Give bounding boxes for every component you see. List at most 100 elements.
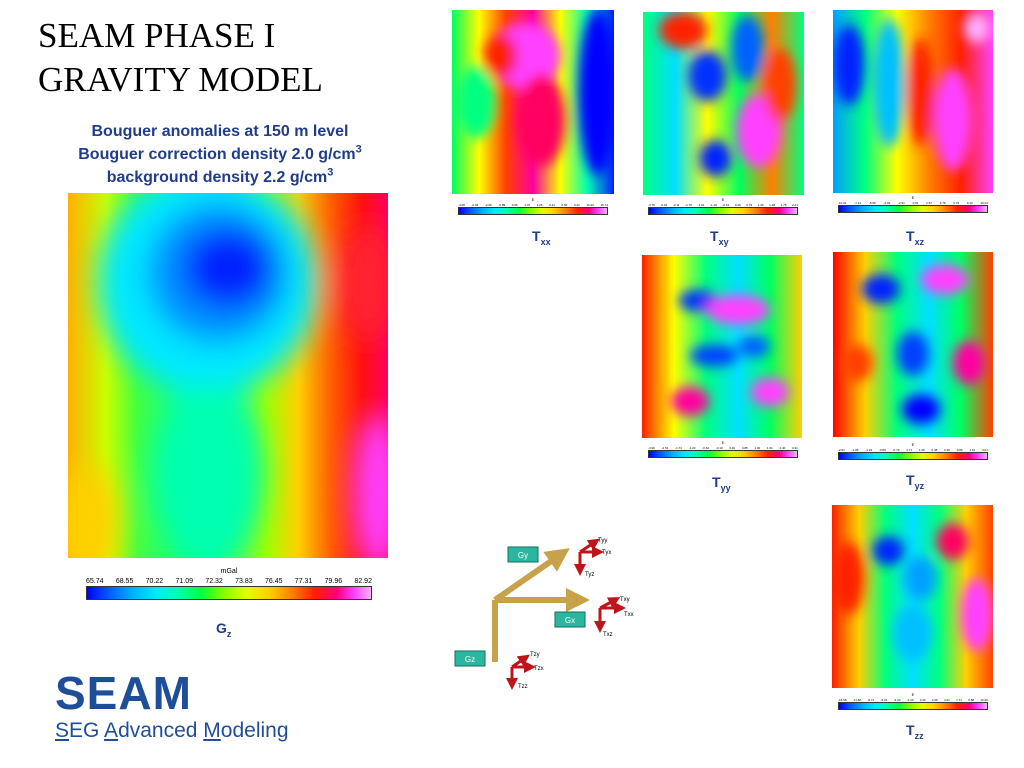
gz-colorbar-tick: 82.92: [354, 578, 372, 585]
tyz-colorbar-tick: 1.61: [969, 448, 976, 452]
txz-colorbar: E -10.01 -7.21 -5.09 -4.09 -2.91 0.81 2.67 4.76 6…: [838, 195, 988, 213]
subtitle-line-2-sup: 3: [355, 143, 362, 156]
tzz-colorbar-tick: -5.21: [880, 698, 888, 702]
gx-box: Gx: [554, 611, 586, 628]
txz-map: [833, 10, 993, 193]
txy-map: [643, 12, 804, 195]
txy-colorbar-tick: -2.11: [672, 203, 680, 207]
tzz-colorbar-tick: 9.88: [968, 698, 975, 702]
txz-colorbar-tick: -4.09: [883, 201, 891, 205]
subtitle: Bouguer anomalies at 150 m level Bouguer…: [30, 120, 410, 189]
txz-colorbar-tick: -2.91: [897, 201, 905, 205]
txz-colorbar-unit: E: [911, 195, 915, 200]
tyx-diagram-label: Tyx: [602, 550, 611, 556]
txx-colorbar-gradient: [458, 207, 608, 215]
tzz-diagram-label: Tzz: [518, 684, 528, 690]
gz-colorbar: mGal 65.74 68.55 70.22 71.09 72.32 73.83 76.45…: [86, 568, 372, 600]
txy-colorbar-unit: E: [721, 197, 725, 202]
tzz-colorbar-tick: 4.21: [944, 698, 950, 702]
txz-colorbar-tick: 9.10: [966, 201, 973, 205]
tyz-label-main: T: [906, 472, 915, 488]
txy-colorbar-gradient: [648, 207, 798, 215]
tzz-colorbar-tick: 7.71: [956, 698, 962, 702]
txx-colorbar-tick: 0.50: [561, 203, 568, 207]
txy-colorbar-ticks: -3.79 -2.61 -2.11 -1.70 -1.01 -1.16 -0.61 0.46 0…: [648, 203, 798, 207]
tyz-colorbar-unit: E: [911, 442, 915, 447]
tyz-colorbar-gradient: [838, 452, 988, 460]
txz-label: Txz: [906, 228, 924, 246]
tyy-colorbar-tick: 3.31: [792, 446, 798, 450]
seam-logo-tagline: SEG Advanced Modeling: [55, 719, 289, 742]
tyy-diagram-label: Tyy: [598, 538, 607, 544]
page-title: SEAM PHASE I GRAVITY MODEL: [38, 14, 323, 102]
gz-colorbar-tick: 72.32: [205, 578, 223, 585]
txx-label-sub: xx: [540, 236, 551, 247]
txz-colorbar-tick: 10.01: [980, 201, 988, 205]
tyy-colorbar-tick: -1.20: [688, 446, 696, 450]
tzz-map: [832, 505, 993, 688]
ty-arrows: [574, 538, 604, 576]
txy-colorbar: E -3.79 -2.61 -2.11 -1.70 -1.01 -1.16 -0.61 0.46…: [648, 197, 798, 215]
subtitle-line-3-sup: 3: [327, 166, 334, 179]
txx-colorbar-tick: -0.89: [498, 203, 506, 207]
txx-colorbar-tick: -2.06: [484, 203, 492, 207]
txy-colorbar-tick: 2.21: [792, 203, 798, 207]
tzz-colorbar-tick: -3.20: [893, 698, 901, 702]
txx-colorbar-tick: -4.08: [458, 203, 465, 207]
seam-logo: SEAM SEG Advanced Modeling: [55, 670, 289, 744]
tyy-colorbar-ticks: -3.90 -2.51 -1.74 -1.20 -0.62 -0.10 0.40 0.85 1.…: [648, 446, 798, 450]
txz-colorbar-tick: -5.09: [868, 201, 876, 205]
gz-label: Gz: [216, 620, 232, 639]
gz-colorbar-tick: 71.09: [175, 578, 194, 585]
tyz-label-sub: yz: [914, 480, 925, 491]
tyz-map: [833, 252, 993, 437]
tzz-colorbar-tick: 0.46: [919, 698, 926, 702]
gy-label: Gy: [518, 551, 528, 560]
txy-colorbar-tick: 1.78: [780, 203, 787, 207]
txx-colorbar-ticks: -4.08 -2.94 -2.06 -0.89 0.06 1.70 1.26 0.21 0.50…: [458, 203, 608, 207]
gz-colorbar-tick: 79.96: [324, 578, 343, 585]
tyz-colorbar-tick: 1.71: [906, 448, 913, 452]
txx-map: [452, 10, 614, 194]
tyy-colorbar-tick: -0.62: [702, 446, 710, 450]
txy-colorbar-tick: -1.16: [709, 203, 717, 207]
gz-label-sub: z: [226, 628, 232, 639]
tyy-colorbar-unit: E: [721, 440, 725, 445]
tyy-colorbar-tick: -2.51: [661, 446, 669, 450]
axis-y-arrow: [493, 548, 570, 603]
subtitle-line-2-text: Bouguer correction density 2.0 g/cm: [78, 146, 356, 163]
gz-colorbar-tick: 70.22: [145, 578, 164, 585]
tx-arrows: [594, 597, 626, 633]
tyy-colorbar-tick: -0.10: [715, 446, 723, 450]
txz-colorbar-ticks: -10.01 -7.21 -5.09 -4.09 -2.91 0.81 2.67 4.76 6.…: [838, 201, 988, 205]
tyy-label-main: T: [712, 474, 721, 490]
txy-colorbar-tick: -1.70: [685, 203, 692, 207]
gz-colorbar-unit: mGal: [220, 568, 238, 575]
tzz-colorbar-tick: 12.09: [980, 698, 988, 702]
tyy-label: Tyy: [712, 474, 731, 492]
tyy-colorbar-gradient: [648, 450, 798, 458]
txy-colorbar-tick: 1.30: [757, 203, 764, 207]
txx-colorbar: E -4.08 -2.94 -2.06 -0.89 0.06 1.70 1.26 0.21 0.5…: [458, 197, 608, 215]
txy-diagram-label: Txy: [620, 597, 630, 603]
txy-colorbar-tick: 1.48: [769, 203, 775, 207]
tzz-colorbar-tick: -15.68: [838, 698, 847, 702]
tzz-colorbar-tick: -11.82: [852, 698, 862, 702]
tyy-colorbar-tick: -1.74: [675, 446, 682, 450]
tzz-colorbar-gradient: [838, 702, 988, 710]
gz-colorbar-tick: 73.83: [235, 578, 253, 585]
txz-colorbar-tick: 0.81: [912, 201, 919, 205]
gz-map: [68, 193, 388, 558]
tyz-colorbar-ticks: -2.61 -1.95 -1.29 -0.89 -0.79 1.71 1.26 0.48 0.2…: [838, 448, 988, 452]
txx-colorbar-tick: 1.70: [524, 203, 531, 207]
gz-colorbar-tick: 68.55: [115, 578, 134, 585]
txy-colorbar-tick: 0.79: [746, 203, 753, 207]
title-line-1: SEAM PHASE I: [38, 16, 276, 55]
gz-label-main: G: [216, 620, 227, 636]
tzz-colorbar-tick: -1.40: [906, 698, 914, 702]
txx-label-main: T: [532, 228, 541, 244]
txy-colorbar-tick: 0.46: [734, 203, 741, 207]
gz-colorbar-tick: 77.31: [294, 578, 313, 585]
tyz-colorbar-tick: 4.01: [982, 448, 988, 452]
tzx-diagram-label: Tzx: [534, 666, 544, 672]
